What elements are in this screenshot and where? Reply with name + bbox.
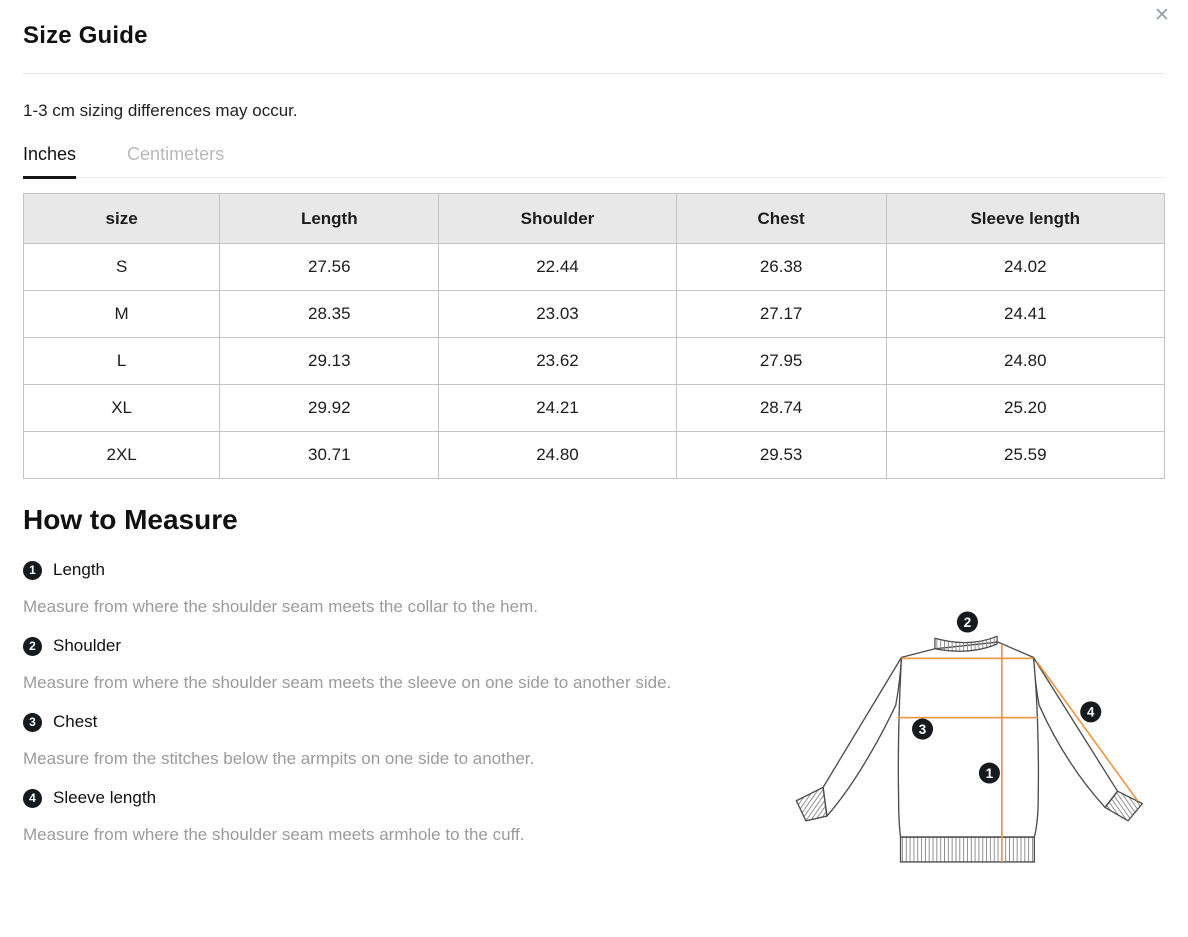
right-sleeve: [1032, 656, 1119, 809]
value-cell: 29.92: [219, 384, 440, 432]
value-cell: 24.02: [885, 243, 1166, 291]
sleeve-measure-line: [1036, 661, 1139, 802]
measure-item-shoulder: 2 Shoulder Measure from where the should…: [23, 636, 783, 693]
size-table: size Length Shoulder Chest Sleeve length…: [22, 193, 1166, 479]
measure-item-sleeve-length: 4 Sleeve length Measure from where the s…: [23, 788, 783, 845]
step-2-badge: 2: [23, 636, 42, 656]
size-cell: L: [22, 337, 221, 385]
marker-1-circle: [978, 762, 1000, 784]
value-cell: 24.21: [438, 384, 677, 432]
table-row: S 27.56 22.44 26.38 24.02: [22, 243, 1166, 291]
sizing-note: 1-3 cm sizing differences may occur.: [23, 101, 298, 120]
measure-item-chest: 3 Chest Measure from the stitches below …: [23, 712, 783, 769]
value-cell: 29.53: [675, 431, 887, 479]
col-header-size: size: [22, 193, 221, 244]
sweater-diagram: 2 4 3 1: [782, 598, 1172, 885]
value-cell: 22.44: [438, 243, 677, 291]
table-row: M 28.35 23.03 27.17 24.41: [22, 290, 1166, 338]
marker-2-number: 2: [964, 615, 971, 630]
value-cell: 27.56: [219, 243, 440, 291]
how-to-measure-heading: How to Measure: [23, 504, 238, 535]
step-4-badge: 4: [23, 788, 42, 808]
col-header-sleeve-length: Sleeve length: [885, 193, 1166, 244]
close-button[interactable]: ✕: [1148, 2, 1176, 30]
step-3-badge: 3: [23, 712, 42, 732]
left-sleeve: [822, 656, 903, 817]
sweater-body: [897, 641, 1040, 838]
value-cell: 23.62: [438, 337, 677, 385]
value-cell: 25.59: [885, 431, 1166, 479]
col-header-length: Length: [219, 193, 440, 244]
value-cell: 30.71: [219, 431, 440, 479]
measure-list: 1 Length Measure from where the shoulder…: [23, 560, 783, 845]
size-cell: 2XL: [22, 431, 221, 479]
header-divider: [23, 73, 1165, 74]
diagram-markers: 2 4 3 1: [912, 611, 1102, 784]
measure-label-shoulder: Shoulder: [53, 636, 122, 655]
value-cell: 29.13: [219, 337, 440, 385]
value-cell: 24.41: [885, 290, 1166, 338]
close-icon: ✕: [1154, 5, 1170, 26]
value-cell: 27.17: [675, 290, 887, 338]
size-cell: S: [22, 243, 221, 291]
value-cell: 24.80: [885, 337, 1166, 385]
marker-3-number: 3: [919, 722, 926, 737]
marker-4-circle: [1080, 701, 1102, 723]
page-title: Size Guide: [23, 22, 148, 49]
measure-item-length: 1 Length Measure from where the shoulder…: [23, 560, 783, 617]
marker-1-number: 1: [986, 766, 994, 781]
measure-label-chest: Chest: [53, 712, 98, 731]
step-1-badge: 1: [23, 560, 42, 580]
col-header-shoulder: Shoulder: [438, 193, 677, 244]
unit-tabs: Inches Centimeters: [23, 144, 1165, 179]
measure-label-sleeve-length: Sleeve length: [53, 788, 157, 807]
measure-description-sleeve-length: Measure from where the shoulder seam mee…: [23, 825, 525, 844]
marker-2-circle: [956, 611, 978, 633]
marker-4-number: 4: [1087, 705, 1095, 720]
table-row: 2XL 30.71 24.80 29.53 25.59: [22, 431, 1166, 479]
measure-description-shoulder: Measure from where the shoulder seam mee…: [23, 673, 672, 692]
value-cell: 26.38: [675, 243, 887, 291]
marker-3-circle: [912, 718, 934, 740]
value-cell: 24.80: [438, 431, 677, 479]
value-cell: 28.35: [219, 290, 440, 338]
value-cell: 23.03: [438, 290, 677, 338]
col-header-chest: Chest: [675, 193, 887, 244]
table-header-row: size Length Shoulder Chest Sleeve length: [22, 193, 1166, 244]
tab-centimeters[interactable]: Centimeters: [127, 144, 224, 177]
value-cell: 25.20: [885, 384, 1166, 432]
sweater-illustration-svg: 2 4 3 1: [795, 611, 1144, 863]
collar-rib: [934, 635, 998, 652]
size-cell: XL: [22, 384, 221, 432]
right-cuff: [1104, 790, 1144, 822]
value-cell: 28.74: [675, 384, 887, 432]
size-cell: M: [22, 290, 221, 338]
table-row: XL 29.92 24.21 28.74 25.20: [22, 384, 1166, 432]
left-cuff: [795, 786, 828, 822]
tab-inches[interactable]: Inches: [23, 144, 77, 179]
measure-label-length: Length: [53, 560, 105, 579]
value-cell: 27.95: [675, 337, 887, 385]
hem-rib: [899, 836, 1036, 863]
table-row: L 29.13 23.62 27.95 24.80: [22, 337, 1166, 385]
measure-description-length: Measure from where the shoulder seam mee…: [23, 597, 538, 616]
measure-description-chest: Measure from the stitches below the armp…: [23, 749, 535, 768]
